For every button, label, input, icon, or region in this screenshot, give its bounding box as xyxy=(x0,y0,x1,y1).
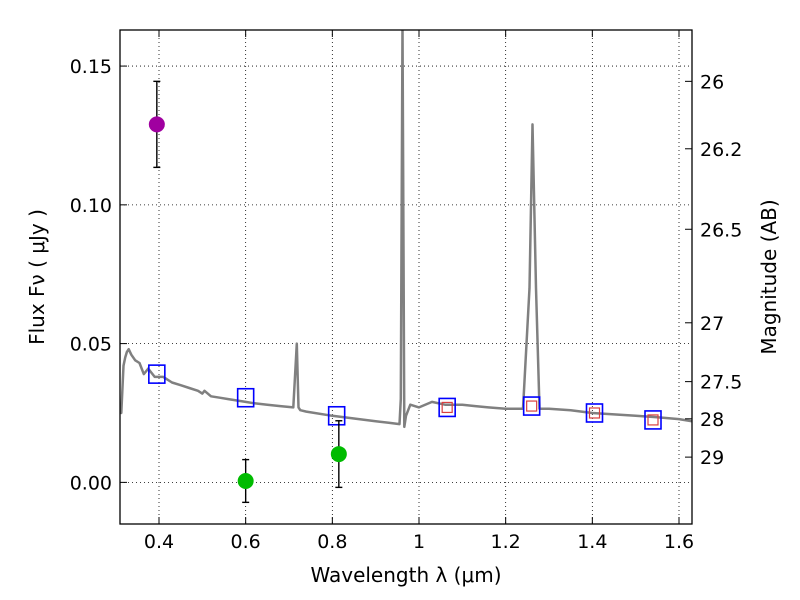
model-point-box xyxy=(644,410,662,430)
x-axis-label: Wavelength λ (μm) xyxy=(310,563,501,587)
grid xyxy=(120,30,692,524)
model-point-box xyxy=(438,397,456,418)
right-tick-label: 29 xyxy=(700,447,724,469)
model-point-box xyxy=(148,364,166,384)
ticks-layer: 0.4 0.6 0.8 1 1.2 1.4 1.6 0.00 0.05 0.10 0.15 26 26.… xyxy=(70,30,742,553)
plot-background xyxy=(120,30,692,524)
nondetection-marker xyxy=(330,446,347,463)
model-point-inner xyxy=(526,400,538,412)
plot-frame xyxy=(119,29,693,525)
model-point-box xyxy=(522,396,541,416)
x-tick-label: 0.8 xyxy=(317,531,347,553)
right-axis-label: Magnitude (AB) xyxy=(757,199,781,354)
right-tick-label: 26.2 xyxy=(700,139,742,161)
nondetection-marker xyxy=(237,472,254,489)
y-tick-label: 0.00 xyxy=(70,472,112,494)
model-point-box xyxy=(236,387,255,408)
model-point-inner xyxy=(588,407,601,419)
model-point-inner xyxy=(441,401,453,414)
right-tick-label: 27.5 xyxy=(700,372,742,394)
right-tick-label: 26 xyxy=(700,71,724,93)
x-tick-label: 1.4 xyxy=(577,531,607,553)
model-point-box xyxy=(585,403,604,423)
y-tick-label: 0.15 xyxy=(70,56,112,78)
x-tick-label: 1.6 xyxy=(664,531,694,553)
right-tick-label: 28 xyxy=(700,409,724,431)
detection-marker xyxy=(148,116,165,133)
model-point-box xyxy=(327,405,346,426)
x-tick-label: 0.6 xyxy=(231,531,261,553)
x-tick-label: 1 xyxy=(413,531,425,553)
model-point-inner xyxy=(647,414,659,426)
x-tick-label: 0.4 xyxy=(144,531,174,553)
y-tick-label: 0.05 xyxy=(70,334,112,356)
y-axis-label: Flux Fν ( μJy ) xyxy=(25,209,49,345)
y-tick-label: 0.10 xyxy=(70,195,112,217)
x-tick-label: 1.2 xyxy=(491,531,521,553)
points-layer xyxy=(148,80,662,504)
right-tick-label: 27 xyxy=(700,313,724,335)
right-tick-label: 26.5 xyxy=(700,219,742,241)
